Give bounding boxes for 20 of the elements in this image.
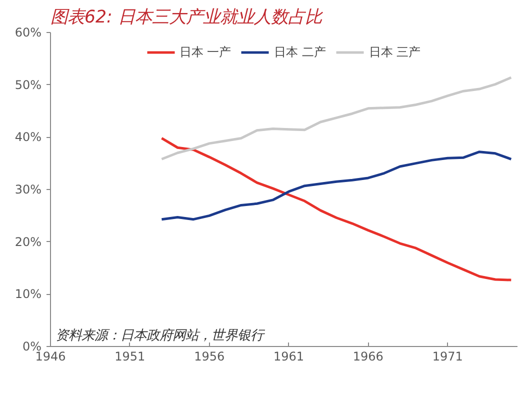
y-tick-label: 40%: [14, 130, 42, 144]
y-tick-label: 50%: [14, 78, 42, 92]
x-tick-label: 1946: [35, 350, 66, 364]
legend-label: 日本 二产: [274, 44, 326, 60]
x-tick-label: 1971: [432, 350, 463, 364]
x-tick-label: 1966: [352, 350, 384, 364]
y-tick-label: 30%: [14, 182, 42, 196]
legend-label: 日本 三产: [368, 44, 421, 60]
x-tick-label: 1956: [194, 350, 225, 364]
y-tick-label: 20%: [14, 234, 42, 249]
legend-label: 日本 一产: [179, 44, 232, 60]
line-series: [160, 76, 512, 160]
y-tick-label: 60%: [14, 26, 42, 40]
chart-title: 图表62: 日本三大产业就业人数占比: [50, 8, 324, 28]
x-tick-label: 1951: [114, 350, 146, 364]
y-tick-label: 10%: [14, 287, 42, 302]
line-series: [160, 150, 512, 221]
annotation: 资料来源：日本政府网站，世界银行: [56, 328, 266, 344]
x-tick-label: 1961: [273, 350, 304, 364]
line-series: [160, 136, 512, 282]
